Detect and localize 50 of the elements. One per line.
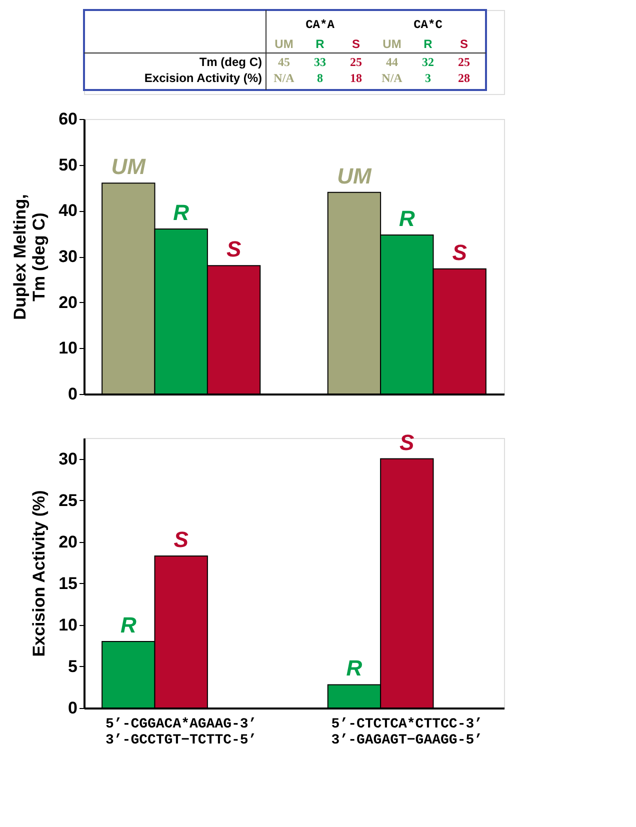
y-tick-label: 10 bbox=[58, 615, 78, 634]
series-label: R bbox=[120, 612, 136, 638]
y-axis-title: Duplex Melting, Tm (deg C) bbox=[10, 194, 49, 320]
text: S bbox=[460, 37, 468, 51]
text: S bbox=[352, 37, 360, 51]
text: 33 bbox=[314, 55, 326, 69]
text: S bbox=[400, 430, 414, 455]
y-tick-label: 0 bbox=[68, 698, 78, 718]
x-tick-label: 5’-CTCTCA*CTTCC-3’ 3’-GAGAGT−GAAGG-5’ bbox=[331, 716, 483, 748]
y-tick-label: 20 bbox=[58, 292, 78, 312]
y-tick-label: 40 bbox=[58, 201, 78, 220]
text: S bbox=[452, 240, 467, 265]
y-tick-label: 10 bbox=[58, 338, 78, 358]
y-tick-label: 25 bbox=[58, 490, 78, 510]
x-tick-label: 5’-CGGACA*AGAAG-3’ 3’-GCCTGT−TCTTC-5’ bbox=[105, 716, 257, 748]
text: N/A bbox=[382, 71, 403, 85]
y-tick-label: 0 bbox=[68, 384, 78, 404]
text: Tm (deg C) bbox=[199, 55, 262, 69]
y-tick-label: 20 bbox=[58, 532, 78, 552]
text: 45 bbox=[278, 55, 290, 69]
y-tick-label: 15 bbox=[58, 574, 78, 593]
text: 32 bbox=[422, 55, 434, 69]
text: CA*C bbox=[414, 18, 442, 32]
text: 3 bbox=[425, 71, 431, 85]
text: UM bbox=[337, 163, 372, 188]
series-label: S bbox=[226, 236, 242, 262]
y-tick-label: 60 bbox=[58, 110, 78, 128]
series-label: R bbox=[173, 200, 190, 225]
text: N/A bbox=[274, 71, 295, 85]
text: 8 bbox=[317, 71, 323, 85]
y-tick-label: 5 bbox=[68, 656, 78, 676]
text: UM bbox=[274, 37, 294, 51]
text: UM bbox=[382, 37, 402, 51]
text: R bbox=[424, 37, 433, 51]
y-tick-label: 30 bbox=[58, 247, 78, 266]
text: R bbox=[346, 656, 362, 681]
series-label: S bbox=[174, 526, 189, 552]
text: 25 bbox=[458, 55, 470, 69]
series-label: UM bbox=[111, 154, 146, 180]
y-axis-title: Excision Activity (%) bbox=[30, 490, 49, 657]
text: 28 bbox=[458, 71, 470, 85]
text: 44 bbox=[386, 55, 398, 69]
text: R bbox=[316, 37, 325, 51]
text: R bbox=[398, 206, 415, 231]
text: 25 bbox=[350, 55, 362, 69]
text: 18 bbox=[350, 71, 362, 85]
text: Excision Activity (%) bbox=[144, 71, 262, 85]
y-tick-label: 30 bbox=[58, 449, 78, 468]
text: CA*A bbox=[306, 18, 336, 32]
y-tick-label: 50 bbox=[58, 155, 78, 174]
